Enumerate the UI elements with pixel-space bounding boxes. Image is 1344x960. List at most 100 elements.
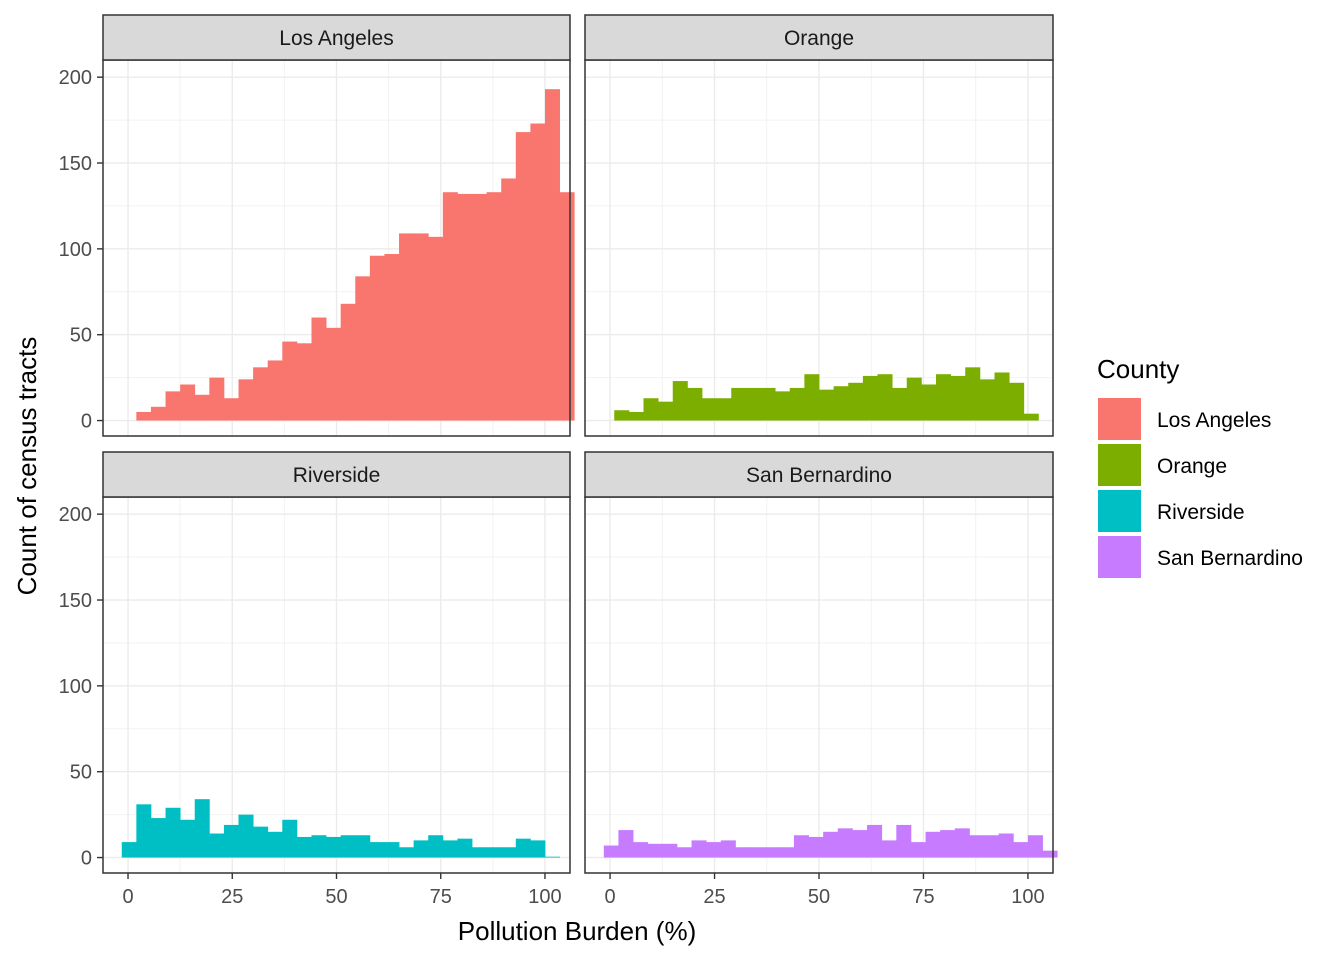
histogram-bar (515, 838, 531, 858)
histogram-bar (457, 838, 473, 858)
histogram-bar (750, 847, 766, 858)
histogram-bar (136, 804, 152, 858)
histogram-bar (326, 836, 342, 858)
histogram-bar (326, 327, 342, 421)
histogram-bar (486, 192, 502, 421)
histogram-bar (852, 830, 868, 858)
histogram-bar (472, 847, 488, 858)
histogram-bar (833, 386, 849, 421)
histogram-bar (925, 831, 941, 858)
histogram-bar (369, 255, 385, 421)
legend-label-orange: Orange (1157, 455, 1227, 478)
histogram-bar (501, 178, 517, 421)
histogram-bar (296, 343, 312, 421)
histogram-bar (282, 341, 298, 421)
facet-panels: Los Angeles Orange Riverside San Bernardino (102, 14, 1058, 874)
histogram-bar (486, 847, 502, 858)
histogram-bar (194, 799, 210, 858)
x-tick-label: 50 (325, 886, 347, 908)
y-tick-label: 150 (59, 590, 92, 612)
x-tick-label: 50 (808, 886, 830, 908)
y-tick-label: 100 (59, 676, 92, 698)
panel-san-bernardino: San Bernardino (584, 451, 1058, 874)
histogram-bar (238, 379, 254, 421)
x-tick-label: 75 (430, 886, 452, 908)
histogram-bar (223, 398, 239, 421)
histogram-bar (340, 303, 356, 421)
histogram-bar (998, 833, 1014, 858)
histogram-bar (472, 193, 488, 421)
legend-label-los-angeles: Los Angeles (1157, 409, 1271, 432)
histogram-bar (180, 384, 196, 421)
histogram-bar (223, 824, 239, 858)
y-tick-label: 0 (81, 411, 92, 433)
facet-strip (584, 14, 1054, 61)
histogram-bar (165, 391, 181, 421)
histogram-bar (253, 826, 269, 858)
histogram-bar (950, 375, 966, 421)
y-tick-label: 200 (59, 504, 92, 526)
y-tick-label: 150 (59, 153, 92, 175)
facet-strip-label: San Bernardino (746, 464, 892, 487)
histogram-bar (1013, 842, 1029, 858)
histogram-bar (687, 387, 703, 421)
y-tick-label: 0 (81, 848, 92, 870)
histogram-bar (877, 374, 893, 421)
x-tick-label: 25 (221, 886, 243, 908)
histogram-bar (209, 377, 225, 421)
histogram-bar (647, 843, 663, 858)
histogram-bar (384, 842, 400, 858)
histogram-bar (457, 193, 473, 421)
legend: County Los Angeles Orange Riverside San Ber… (1097, 354, 1303, 578)
legend-swatch-riverside (1098, 490, 1141, 532)
histogram-bar (848, 382, 864, 421)
histogram-bar (896, 824, 912, 858)
histogram-bar (413, 233, 429, 421)
histogram-bar (296, 836, 312, 858)
histogram-bar (311, 317, 327, 421)
histogram-bar (672, 381, 688, 421)
histogram-bar (399, 847, 415, 858)
histogram-bar (544, 856, 560, 858)
histogram-bar (442, 840, 458, 858)
histogram-bar (936, 374, 952, 421)
histogram-bar (940, 830, 956, 858)
x-axis: 0 25 50 75 100 0 25 50 75 100 (122, 873, 1045, 908)
histogram-bar (311, 835, 327, 858)
x-tick-label: 75 (912, 886, 934, 908)
histogram-bar (819, 389, 835, 421)
panel-riverside: Riverside (102, 451, 571, 874)
histogram-bar (267, 831, 283, 858)
histogram-bar (121, 842, 137, 858)
histogram-bar (1009, 382, 1025, 421)
legend-swatch-los-angeles (1098, 398, 1141, 440)
histogram-bar (384, 254, 400, 421)
facet-strip (102, 451, 571, 498)
histogram-bar (779, 847, 795, 858)
x-tick-label: 0 (122, 886, 133, 908)
panel-los-angeles: Los Angeles (102, 14, 575, 437)
x-tick-label: 25 (703, 886, 725, 908)
y-axis-title: Count of census tracts (12, 337, 42, 596)
histogram-bar (355, 835, 371, 858)
histogram-bar (544, 89, 560, 421)
histogram-bar (793, 835, 809, 858)
histogram-bar (979, 379, 995, 421)
y-axis: 0 50 100 150 200 0 50 100 150 200 (59, 67, 103, 870)
histogram-bar (720, 840, 736, 858)
histogram-bar (428, 835, 444, 858)
histogram-bar (775, 391, 791, 421)
y-tick-label: 200 (59, 67, 92, 89)
facet-strip (584, 451, 1054, 498)
x-tick-label: 100 (528, 886, 561, 908)
histogram-bar (994, 372, 1010, 421)
histogram-bar (282, 819, 298, 858)
histogram-bar (1042, 850, 1058, 858)
histogram-bar (209, 833, 225, 858)
legend-swatch-orange (1098, 444, 1141, 486)
x-tick-label: 100 (1011, 886, 1044, 908)
histogram-bar (745, 387, 761, 421)
histogram-bar (501, 847, 517, 858)
histogram-bar (760, 387, 776, 421)
